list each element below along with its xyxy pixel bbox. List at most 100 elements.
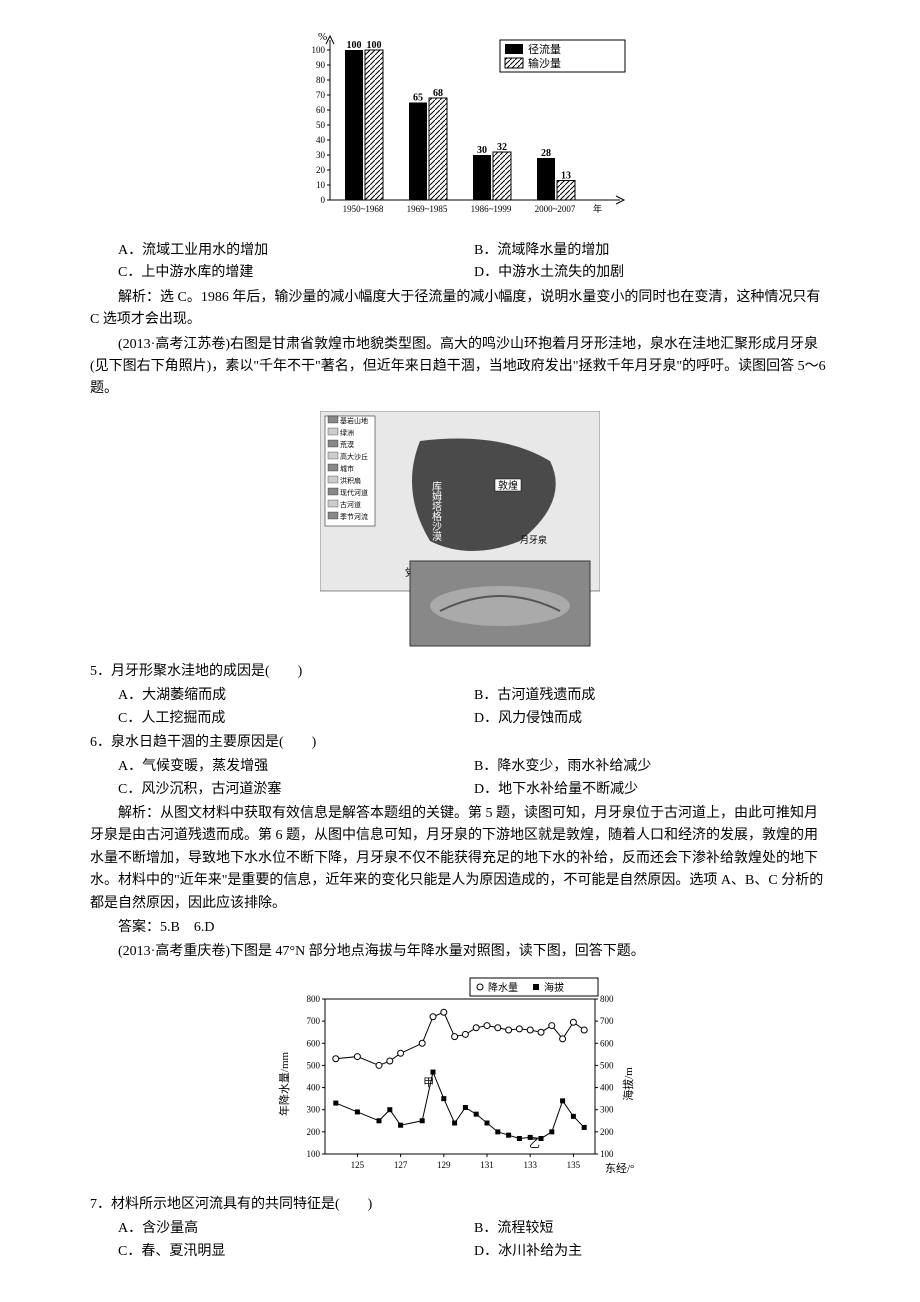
q6-a: A．气候变暖，蒸发增强 bbox=[118, 756, 474, 778]
svg-text:100: 100 bbox=[347, 40, 362, 51]
map-label-desert: 库姆塔格沙漠 bbox=[430, 480, 442, 542]
line-chart-container: 100200300400500600700800 100200300400500… bbox=[90, 974, 830, 1184]
svg-text:700: 700 bbox=[307, 1016, 321, 1026]
q6-c: C．风沙沉积，古河道淤塞 bbox=[118, 779, 474, 801]
svg-text:28: 28 bbox=[541, 148, 551, 159]
svg-text:甲: 甲 bbox=[423, 1077, 434, 1089]
svg-text:1950~1968: 1950~1968 bbox=[343, 204, 384, 214]
q6-row1: A．气候变暖，蒸发增强 B．降水变少，雨水补给减少 bbox=[118, 756, 830, 778]
q5-c: C．人工挖掘而成 bbox=[118, 708, 474, 730]
q6-d: D．地下水补给量不断减少 bbox=[474, 779, 830, 801]
svg-text:600: 600 bbox=[600, 1038, 614, 1048]
svg-text:100: 100 bbox=[600, 1149, 614, 1159]
q5-row2: C．人工挖掘而成 D．风力侵蚀而成 bbox=[118, 708, 830, 730]
svg-text:50: 50 bbox=[316, 120, 326, 130]
legend-2: 输沙量 bbox=[528, 56, 561, 70]
svg-text:0: 0 bbox=[321, 195, 326, 205]
svg-text:洪积扇: 洪积扇 bbox=[340, 476, 361, 485]
map-label-dunhuang: 敦煌 bbox=[498, 479, 518, 492]
svg-text:绿洲: 绿洲 bbox=[340, 428, 354, 437]
intro-2: (2013·高考江苏卷)右图是甘肃省敦煌市地貌类型图。高大的鸣沙山环抱着月牙形洼… bbox=[90, 334, 830, 401]
svg-text:135: 135 bbox=[567, 1160, 581, 1170]
svg-text:127: 127 bbox=[394, 1160, 408, 1170]
svg-text:10: 10 bbox=[316, 180, 326, 190]
svg-text:800: 800 bbox=[600, 994, 614, 1004]
legend-1: 径流量 bbox=[528, 42, 561, 56]
svg-text:800: 800 bbox=[307, 994, 321, 1004]
svg-text:129: 129 bbox=[437, 1160, 451, 1170]
svg-text:400: 400 bbox=[307, 1082, 321, 1092]
svg-text:乙: 乙 bbox=[529, 1137, 540, 1150]
lc-legend-2: 海拔 bbox=[544, 981, 564, 994]
svg-text:13: 13 bbox=[561, 171, 571, 182]
svg-text:季节河流: 季节河流 bbox=[340, 512, 368, 521]
x-label: 东经/° bbox=[605, 1162, 634, 1175]
q7-a: A．含沙量高 bbox=[118, 1218, 474, 1240]
q7-row2: C．春、夏汛明显 D．冰川补给为主 bbox=[118, 1241, 830, 1263]
svg-text:65: 65 bbox=[413, 93, 423, 104]
svg-text:32: 32 bbox=[497, 142, 507, 153]
lc-legend-1: 降水量 bbox=[488, 981, 518, 994]
svg-text:60: 60 bbox=[316, 105, 326, 115]
svg-text:2000~2007: 2000~2007 bbox=[535, 204, 576, 214]
svg-text:68: 68 bbox=[433, 88, 443, 99]
svg-text:600: 600 bbox=[307, 1038, 321, 1048]
svg-text:500: 500 bbox=[600, 1060, 614, 1070]
svg-text:200: 200 bbox=[307, 1127, 321, 1137]
q6-stem: 6．泉水日趋干涸的主要原因是( ) bbox=[90, 732, 830, 754]
svg-text:70: 70 bbox=[316, 90, 326, 100]
svg-text:年: 年 bbox=[593, 203, 602, 214]
option-c: C．上中游水库的增建 bbox=[118, 262, 474, 284]
bar-chart: % 0102030405060708090100 100100656830322… bbox=[290, 30, 630, 230]
line-chart: 100200300400500600700800 100200300400500… bbox=[270, 974, 650, 1184]
map-container: 敦煌 月牙泉 库姆塔格沙漠 党河 基岩山地绿洲荒漠高大沙丘城市洪积扇现代河道古河… bbox=[90, 411, 830, 651]
svg-text:30: 30 bbox=[316, 150, 326, 160]
explanation-2: 解析：从图文材料中获取有效信息是解答本题组的关键。第 5 题，读图可知，月牙泉位… bbox=[90, 803, 830, 915]
option-b: B．流域降水量的增加 bbox=[474, 240, 830, 262]
intro-3: (2013·高考重庆卷)下图是 47°N 部分地点海拔与年降水量对照图，读下图，… bbox=[90, 941, 830, 963]
svg-text:200: 200 bbox=[600, 1127, 614, 1137]
bar-chart-container: % 0102030405060708090100 100100656830322… bbox=[90, 30, 830, 230]
svg-text:131: 131 bbox=[480, 1160, 494, 1170]
svg-text:133: 133 bbox=[523, 1160, 537, 1170]
svg-text:125: 125 bbox=[351, 1160, 365, 1170]
svg-text:古河道: 古河道 bbox=[340, 500, 361, 509]
svg-text:1986~1999: 1986~1999 bbox=[471, 204, 512, 214]
q7-c: C．春、夏汛明显 bbox=[118, 1241, 474, 1263]
q5-stem: 5．月牙形聚水洼地的成因是( ) bbox=[90, 661, 830, 683]
y-left-label: 年降水量/mm bbox=[277, 1051, 291, 1116]
q6-row2: C．风沙沉积，古河道淤塞 D．地下水补给量不断减少 bbox=[118, 779, 830, 801]
svg-text:500: 500 bbox=[307, 1060, 321, 1070]
svg-text:基岩山地: 基岩山地 bbox=[340, 416, 368, 425]
option-d: D．中游水土流失的加剧 bbox=[474, 262, 830, 284]
option-a: A．流域工业用水的增加 bbox=[118, 240, 474, 262]
q6-b: B．降水变少，雨水补给减少 bbox=[474, 756, 830, 778]
dunhuang-map: 敦煌 月牙泉 库姆塔格沙漠 党河 基岩山地绿洲荒漠高大沙丘城市洪积扇现代河道古河… bbox=[320, 411, 600, 651]
q5-row1: A．大湖萎缩而成 B．古河道残遗而成 bbox=[118, 685, 830, 707]
explanation-1: 解析：选 C。1986 年后，输沙量的减小幅度大于径流量的减小幅度，说明水量变小… bbox=[90, 287, 830, 332]
svg-text:100: 100 bbox=[367, 40, 382, 51]
map-label-spring: 月牙泉 bbox=[520, 534, 547, 545]
svg-text:400: 400 bbox=[600, 1082, 614, 1092]
svg-text:20: 20 bbox=[316, 165, 326, 175]
y-axis-label: % bbox=[318, 31, 327, 43]
svg-text:荒漠: 荒漠 bbox=[340, 440, 354, 449]
q5-d: D．风力侵蚀而成 bbox=[474, 708, 830, 730]
svg-text:300: 300 bbox=[600, 1105, 614, 1115]
q7-d: D．冰川补给为主 bbox=[474, 1241, 830, 1263]
q5-b: B．古河道残遗而成 bbox=[474, 685, 830, 707]
q7-row1: A．含沙量高 B．流程较短 bbox=[118, 1218, 830, 1240]
answer-2: 答案：5.B 6.D bbox=[90, 917, 830, 939]
svg-text:30: 30 bbox=[477, 145, 487, 156]
q5-a: A．大湖萎缩而成 bbox=[118, 685, 474, 707]
svg-text:高大沙丘: 高大沙丘 bbox=[340, 452, 368, 461]
y-right-label: 海拔/m bbox=[621, 1067, 635, 1101]
svg-text:1969~1985: 1969~1985 bbox=[407, 204, 448, 214]
q7-stem: 7．材料所示地区河流具有的共同特征是( ) bbox=[90, 1194, 830, 1216]
svg-text:40: 40 bbox=[316, 135, 326, 145]
svg-text:城市: 城市 bbox=[340, 464, 354, 473]
svg-text:700: 700 bbox=[600, 1016, 614, 1026]
q7-b: B．流程较短 bbox=[474, 1218, 830, 1240]
svg-text:80: 80 bbox=[316, 75, 326, 85]
options-row-2: C．上中游水库的增建 D．中游水土流失的加剧 bbox=[118, 262, 830, 284]
